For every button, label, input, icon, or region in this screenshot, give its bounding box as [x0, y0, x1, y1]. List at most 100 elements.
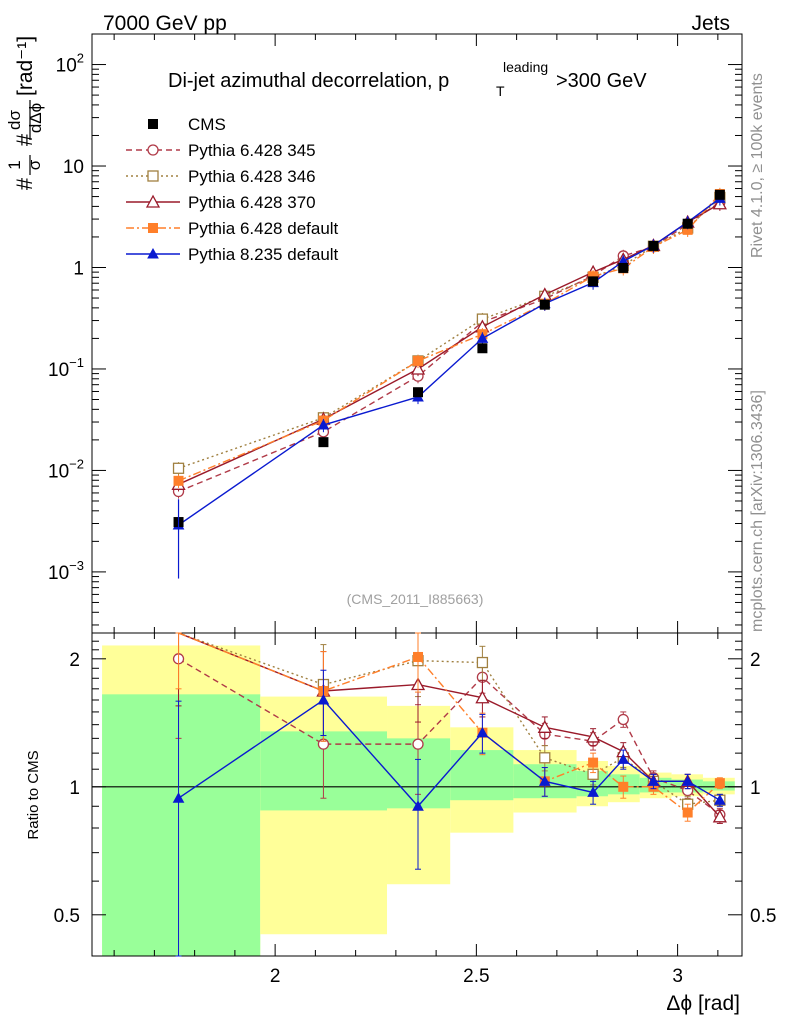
y-tick-label: 10−1 — [48, 355, 84, 381]
ratio-point-4 — [617, 753, 630, 764]
ratio-point-2 — [712, 809, 727, 823]
legend-marker-1 — [147, 170, 159, 182]
ylabel-one: 1 — [5, 160, 24, 169]
ratio-point-2 — [585, 729, 601, 743]
y-tick-label: 102 — [56, 51, 84, 77]
header-right: Jets — [691, 12, 730, 35]
series-line-3 — [178, 193, 721, 482]
series-point-1 — [172, 462, 185, 474]
y-tick-exp: −1 — [69, 355, 84, 370]
plot-title: Di-jet azimuthal decorrelation, p leadin… — [168, 59, 647, 99]
legend: CMS Pythia 6.428 345 Pythia 6.428 346 Pythi… — [126, 115, 339, 264]
legend-label-3: Pythia 6.428 default — [188, 219, 339, 238]
legend-marker-0 — [147, 144, 159, 156]
series-line-4 — [178, 197, 721, 526]
data-point — [714, 189, 725, 200]
legend-marker-4 — [147, 247, 159, 259]
ratio-point-4 — [538, 775, 551, 786]
x-tick-label: 3 — [672, 966, 683, 987]
ratio-tick-label-right: 0.5 — [750, 906, 776, 927]
y-tick-label: 1 — [73, 258, 84, 279]
title-sup: leading — [503, 59, 548, 75]
series-point-3 — [173, 475, 184, 486]
ratio-point-3 — [588, 757, 599, 768]
band-inner-3 — [450, 750, 514, 801]
x-tick-label: 2 — [270, 966, 281, 987]
ratio-point-0 — [412, 738, 424, 750]
band-inner-2 — [387, 738, 451, 809]
ratio-tick-label-right: 1 — [750, 778, 761, 799]
main-plot-series — [171, 187, 727, 579]
y-tick-label: 10 — [63, 157, 84, 178]
y-tick-base: 10 — [48, 563, 69, 584]
ratio-point-4 — [587, 786, 599, 797]
ratio-tick-label-right: 2 — [750, 650, 761, 671]
ratio-point-2 — [475, 690, 490, 704]
side-label-bottom: mcplots.cern.ch [arXiv:1306.3436] — [749, 390, 766, 632]
x-tick-label: 2.5 — [463, 966, 489, 987]
x-axis-label: Δϕ [rad] — [666, 992, 740, 1015]
y-tick-exp: 2 — [77, 51, 84, 66]
main-axis-labels: # 1 σ # dσ dΔϕ [rad⁻¹] — [5, 36, 45, 190]
svg-text:Di-jet azimuthal decorrelation: Di-jet azimuthal decorrelation, p — [168, 70, 449, 92]
ratio-point-4 — [317, 693, 330, 705]
title-sub: T — [496, 83, 505, 99]
data-point — [682, 218, 693, 229]
data-point — [618, 262, 629, 273]
data-point — [477, 343, 488, 354]
series-line-0 — [178, 201, 721, 493]
data-point — [413, 387, 424, 398]
header-left: 7000 GeV pp — [103, 12, 227, 35]
legend-label-1: Pythia 6.428 346 — [188, 167, 316, 186]
ratio-point-3 — [714, 778, 725, 789]
y-tick-base: 10 — [48, 360, 69, 381]
ratio-tick-label-left: 2 — [69, 650, 80, 671]
analysis-label: (CMS_2011_I885663) — [347, 591, 484, 607]
data-point — [648, 240, 659, 251]
y-tick-base: 1 — [73, 258, 84, 279]
data-point — [588, 276, 599, 287]
y-tick-label: 10−3 — [48, 558, 84, 584]
ratio-point-3 — [682, 807, 693, 818]
y-tick-base: 10 — [48, 461, 69, 482]
series-point-4 — [476, 332, 489, 343]
y-tick-base: 10 — [63, 157, 84, 178]
ylabel-sigma: σ — [25, 159, 44, 170]
ylabel-unit: [rad⁻¹] — [14, 36, 37, 96]
ratio-point-4 — [172, 792, 185, 803]
ratio-point-4 — [476, 726, 489, 738]
legend-label-4: Pythia 8.235 default — [188, 245, 339, 264]
series-point-2 — [410, 361, 426, 375]
ratio-point-1 — [476, 656, 489, 669]
y-tick-label: 10−2 — [48, 456, 84, 482]
legend-label-2: Pythia 6.428 370 — [188, 193, 316, 212]
title-tail: >300 GeV — [556, 70, 647, 92]
legend-label-cms: CMS — [188, 115, 226, 134]
ratio-plot-series — [172, 632, 727, 957]
ratio-ylabel: Ratio to CMS — [25, 750, 42, 839]
series-point-3 — [413, 355, 424, 366]
y-tick-base: 10 — [56, 56, 77, 77]
ratio-line-4 — [178, 699, 721, 808]
ratio-point-4 — [714, 794, 726, 805]
ylabel-hash-1: # — [12, 177, 37, 190]
ratio-line-3 — [178, 632, 721, 814]
legend-marker-3 — [148, 223, 158, 233]
ratio-point-2 — [537, 719, 552, 733]
title-main: Di-jet azimuthal decorrelation, p — [168, 70, 449, 92]
ratio-point-4 — [412, 800, 424, 811]
ratio-line-0 — [178, 658, 721, 816]
y-tick-exp: −3 — [69, 558, 84, 573]
ratio-tick-label-left: 0.5 — [54, 906, 80, 927]
ratio-point-3 — [413, 651, 424, 662]
band-inner-0 — [102, 694, 261, 956]
ratio-point-1 — [539, 752, 551, 764]
ylabel-dsigma: dσ — [5, 110, 24, 130]
data-point — [539, 299, 550, 310]
ratio-tick-label-left: 1 — [69, 778, 80, 799]
legend-label-0: Pythia 6.428 345 — [188, 141, 316, 160]
legend-marker-cms — [148, 119, 158, 129]
ratio-line-1 — [178, 632, 720, 805]
